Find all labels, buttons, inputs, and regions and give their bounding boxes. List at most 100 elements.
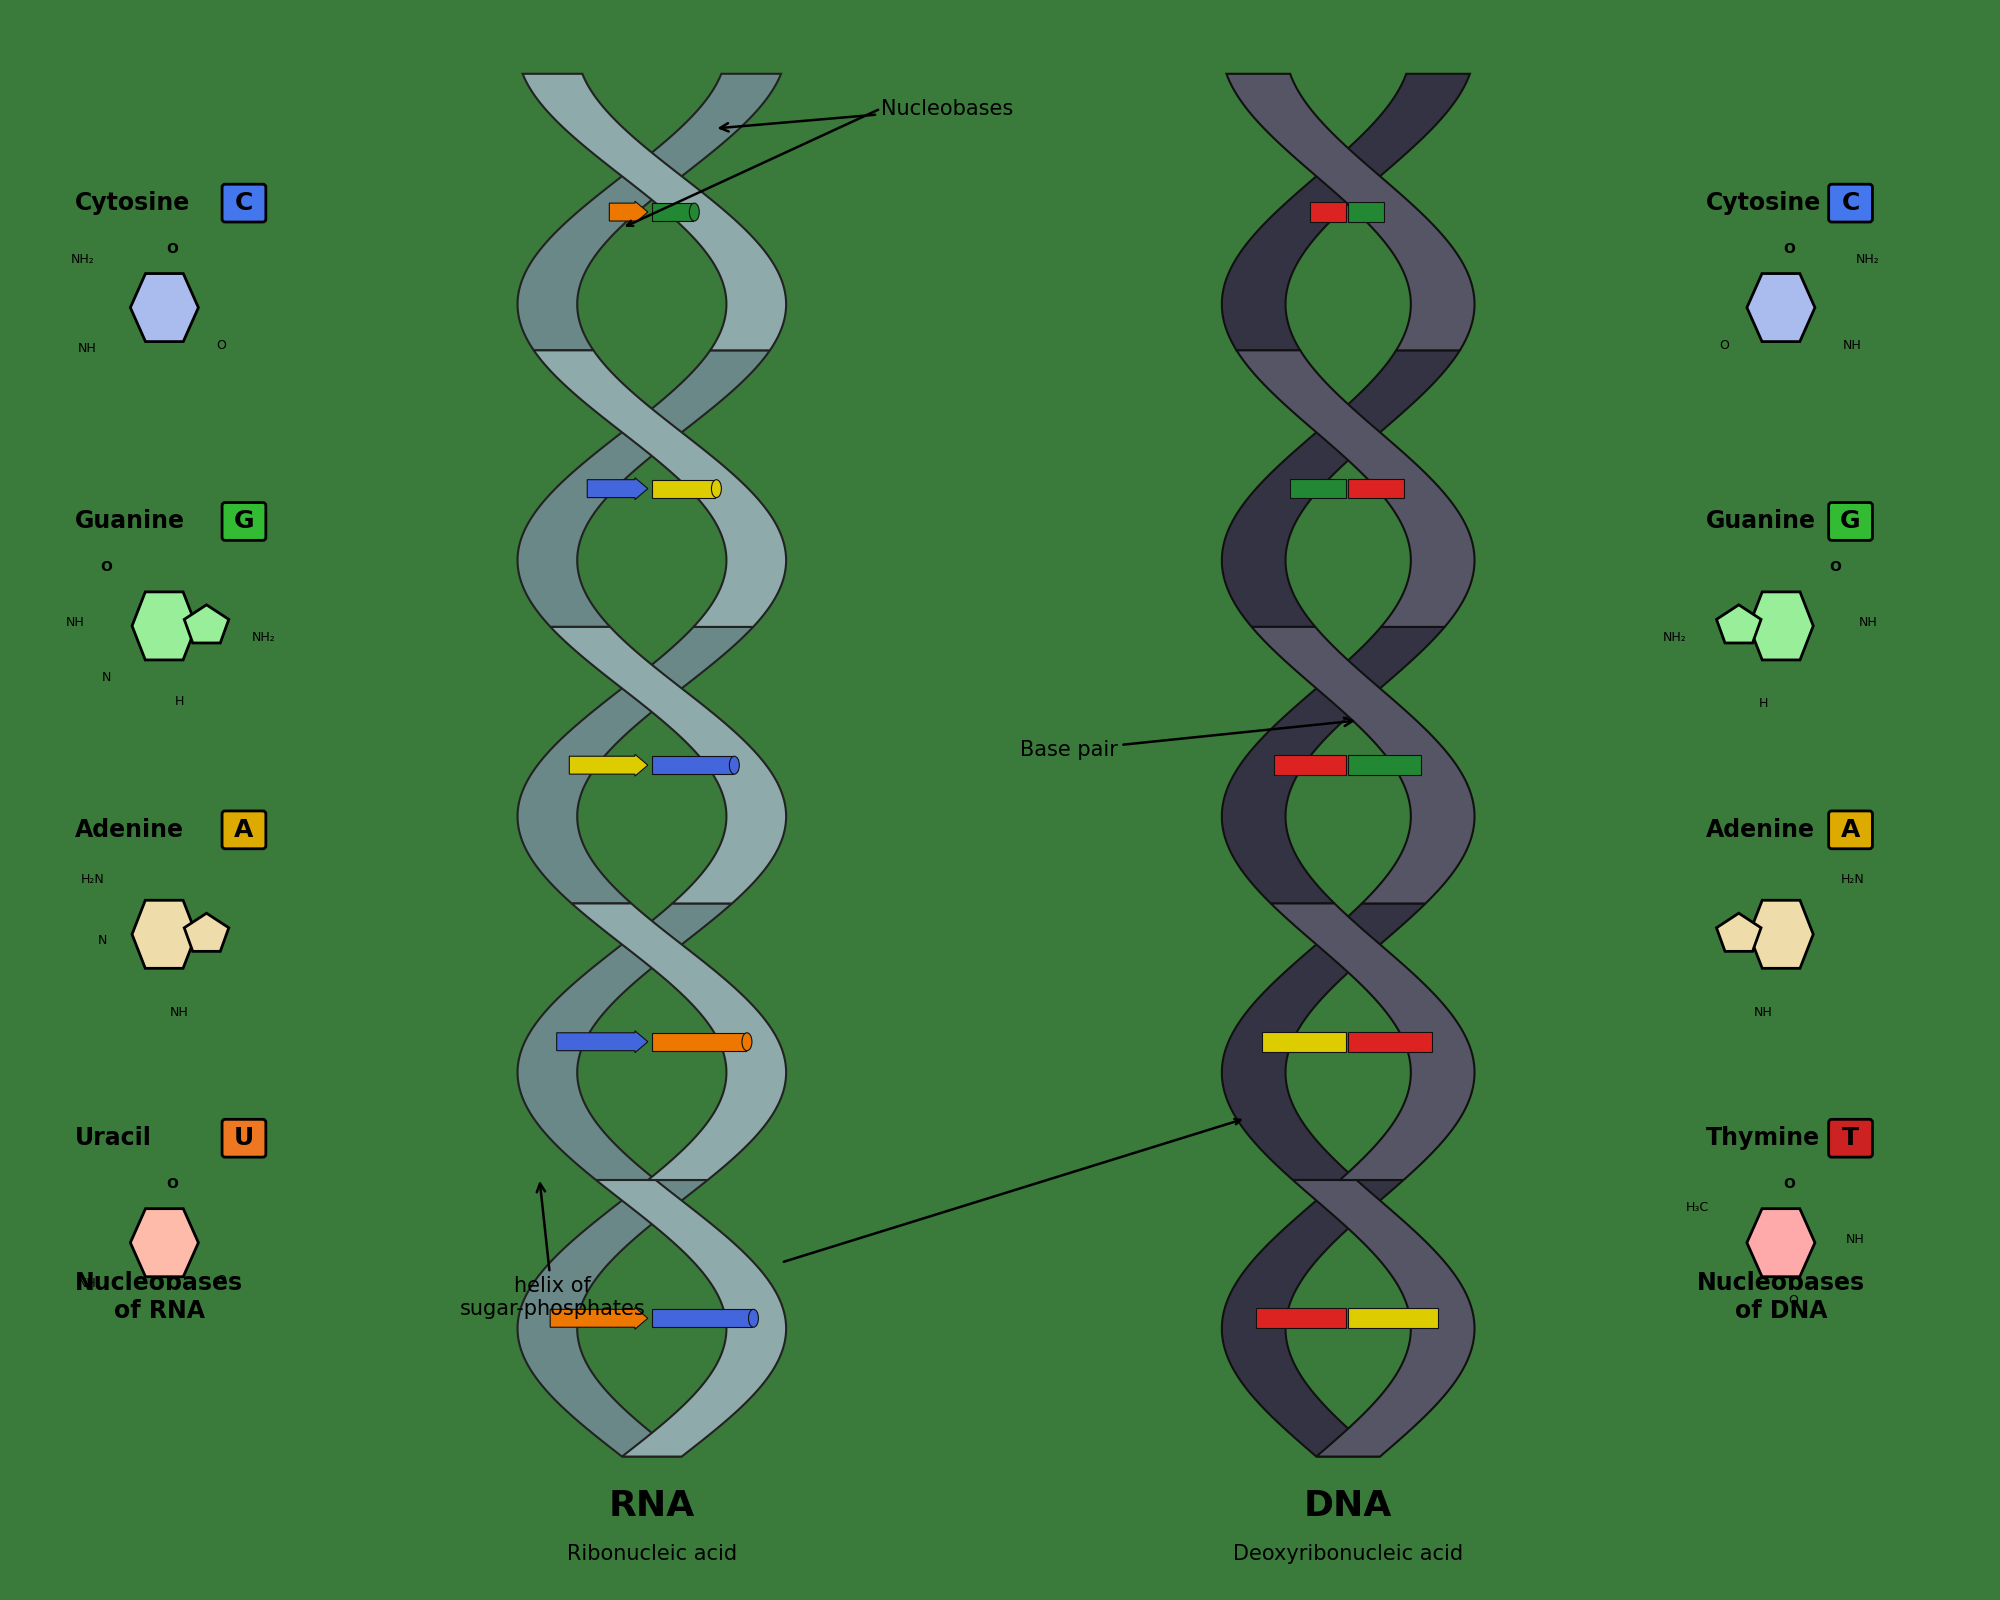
Polygon shape — [518, 1181, 708, 1456]
FancyBboxPatch shape — [222, 811, 266, 848]
FancyBboxPatch shape — [222, 184, 266, 222]
Polygon shape — [518, 350, 770, 627]
Text: O: O — [1830, 560, 1842, 574]
FancyArrow shape — [1256, 1309, 1346, 1328]
Text: Uracil: Uracil — [74, 1126, 152, 1150]
Polygon shape — [132, 592, 196, 659]
Text: Guanine: Guanine — [1706, 509, 1816, 533]
Text: H: H — [174, 696, 184, 709]
Polygon shape — [1236, 350, 1474, 627]
Text: H: H — [1758, 698, 1768, 710]
FancyArrow shape — [610, 202, 648, 222]
Text: Nucleobases
of RNA: Nucleobases of RNA — [76, 1272, 244, 1323]
Polygon shape — [184, 605, 228, 643]
FancyArrow shape — [550, 1307, 648, 1330]
Text: O: O — [1782, 1178, 1794, 1190]
FancyArrow shape — [1274, 755, 1346, 774]
Polygon shape — [1748, 592, 1814, 659]
Text: O: O — [166, 1178, 178, 1190]
Text: Cytosine: Cytosine — [74, 190, 190, 214]
Polygon shape — [1252, 627, 1474, 904]
Polygon shape — [518, 627, 754, 904]
FancyArrow shape — [1348, 755, 1420, 774]
Polygon shape — [534, 350, 786, 627]
Ellipse shape — [712, 480, 722, 498]
Text: NH₂: NH₂ — [1662, 630, 1686, 643]
Text: Guanine: Guanine — [74, 509, 184, 533]
FancyArrow shape — [1348, 202, 1384, 222]
FancyArrow shape — [652, 203, 694, 221]
Text: C: C — [1842, 190, 1860, 214]
Text: H₂N: H₂N — [1840, 872, 1864, 885]
Polygon shape — [1746, 1208, 1814, 1277]
Text: A: A — [1840, 818, 1860, 842]
Polygon shape — [1716, 914, 1762, 952]
Text: N: N — [102, 670, 112, 683]
Ellipse shape — [690, 203, 700, 221]
Polygon shape — [518, 904, 732, 1181]
Ellipse shape — [730, 757, 740, 774]
Text: Nucleobases: Nucleobases — [720, 99, 1012, 131]
FancyArrow shape — [652, 1032, 746, 1051]
Text: N: N — [98, 934, 106, 947]
Ellipse shape — [748, 1309, 758, 1328]
Text: G: G — [234, 509, 254, 533]
Text: NH: NH — [1842, 339, 1862, 352]
Text: O: O — [1782, 242, 1794, 256]
Polygon shape — [1748, 901, 1814, 968]
Text: Nucleobases
of DNA: Nucleobases of DNA — [1696, 1272, 1864, 1323]
Text: Ribonucleic acid: Ribonucleic acid — [566, 1544, 736, 1565]
Text: NH: NH — [66, 616, 84, 629]
Polygon shape — [1226, 74, 1474, 350]
FancyBboxPatch shape — [1828, 502, 1872, 541]
Text: U: U — [234, 1126, 254, 1150]
Text: G: G — [1840, 509, 1860, 533]
Text: C: C — [234, 190, 254, 214]
Polygon shape — [1222, 74, 1470, 350]
Polygon shape — [1270, 904, 1474, 1181]
FancyBboxPatch shape — [1828, 1120, 1872, 1157]
Text: O: O — [1788, 1294, 1798, 1307]
Text: Adenine: Adenine — [1706, 818, 1816, 842]
Polygon shape — [130, 1208, 198, 1277]
FancyBboxPatch shape — [1828, 811, 1872, 848]
Text: NH: NH — [1858, 616, 1878, 629]
Text: Base pair: Base pair — [1020, 718, 1352, 760]
Polygon shape — [184, 914, 228, 952]
Text: RNA: RNA — [608, 1490, 694, 1523]
Text: NH₂: NH₂ — [1856, 253, 1880, 266]
Text: Cytosine: Cytosine — [1706, 190, 1822, 214]
Polygon shape — [1716, 605, 1762, 643]
FancyBboxPatch shape — [1828, 184, 1872, 222]
FancyArrow shape — [652, 757, 734, 774]
FancyArrow shape — [1348, 1309, 1438, 1328]
FancyArrow shape — [1348, 1032, 1432, 1051]
Text: Thymine: Thymine — [1706, 1126, 1820, 1150]
FancyArrow shape — [1262, 1032, 1346, 1051]
Text: H₃C: H₃C — [1686, 1202, 1710, 1214]
FancyArrow shape — [652, 1309, 752, 1328]
FancyArrow shape — [652, 480, 716, 498]
Text: O: O — [100, 560, 112, 574]
Polygon shape — [1222, 1181, 1404, 1456]
Polygon shape — [130, 274, 198, 342]
Polygon shape — [1222, 350, 1460, 627]
Polygon shape — [550, 627, 786, 904]
Text: NH: NH — [1754, 1006, 1772, 1019]
Text: Adenine: Adenine — [74, 818, 184, 842]
Polygon shape — [1746, 274, 1814, 342]
Polygon shape — [1222, 627, 1444, 904]
Polygon shape — [1292, 1181, 1474, 1456]
FancyArrow shape — [570, 754, 648, 776]
Polygon shape — [572, 904, 786, 1181]
FancyArrow shape — [588, 478, 648, 499]
Text: T: T — [1842, 1126, 1860, 1150]
Ellipse shape — [742, 1032, 752, 1051]
Text: helix of
sugar-phosphates: helix of sugar-phosphates — [460, 1184, 646, 1318]
Text: NH: NH — [170, 1006, 188, 1019]
Text: O: O — [216, 339, 226, 352]
FancyArrow shape — [1348, 478, 1404, 499]
Polygon shape — [522, 74, 786, 350]
Text: A: A — [234, 818, 254, 842]
Polygon shape — [132, 901, 196, 968]
